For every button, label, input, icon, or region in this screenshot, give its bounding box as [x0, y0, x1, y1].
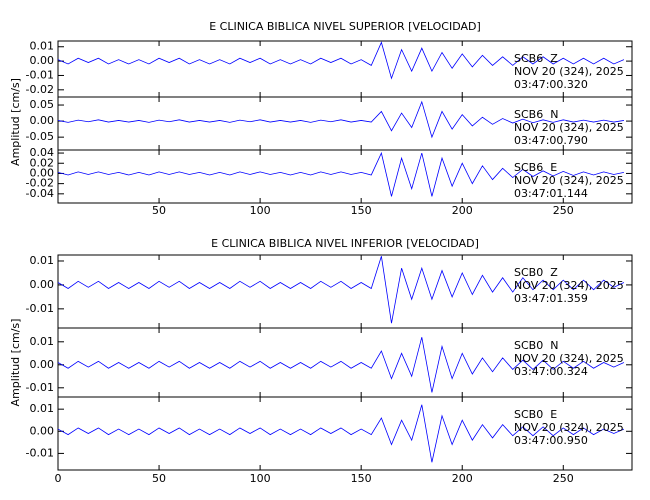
chart-title: E CLINICA BIBLICA NIVEL INFERIOR [VELOCI… [211, 237, 479, 250]
trace-label: 03:47:00.324 [514, 365, 588, 378]
trace-label: SCB0 Z [514, 266, 558, 279]
y-tick-label: -0.01 [26, 302, 54, 315]
trace-label: SCB6 Z [514, 52, 558, 65]
y-tick-label: 0.00 [30, 424, 55, 437]
y-axis-label: Amplitud [cm/s] [9, 78, 22, 166]
waveform [57, 256, 625, 324]
trace-label: NOV 20 (324), 2025 [514, 352, 624, 365]
trace-label: NOV 20 (324), 2025 [514, 121, 624, 134]
x-tick-label: 50 [152, 472, 166, 485]
y-tick-label: 0.01 [30, 402, 55, 415]
x-tick-label: 200 [452, 472, 473, 485]
y-tick-label: 0.04 [30, 146, 55, 159]
y-tick-label: -0.01 [26, 446, 54, 459]
x-tick-label: 150 [351, 204, 372, 217]
trace-label: SCB6 E [514, 161, 557, 174]
y-tick-label: 0.01 [30, 254, 55, 267]
y-tick-label: 0.01 [30, 40, 55, 53]
y-tick-label: -0.02 [26, 177, 54, 190]
y-tick-label: 0.00 [30, 54, 55, 67]
y-axis-label: Amplitud [cm/s] [9, 319, 22, 407]
trace-label: SCB6 N [514, 108, 558, 121]
y-tick-label: -0.01 [26, 381, 54, 394]
chart-title: E CLINICA BIBLICA NIVEL SUPERIOR [VELOCI… [209, 20, 481, 33]
trace-label: 03:47:00.950 [514, 434, 588, 447]
y-tick-label: -0.02 [26, 83, 54, 96]
x-tick-label: 100 [250, 204, 271, 217]
trace-label: 03:47:00.320 [514, 78, 588, 91]
panel-frame [57, 396, 633, 471]
waveform [57, 41, 625, 80]
trace-label: NOV 20 (324), 2025 [514, 279, 624, 292]
waveform [57, 100, 624, 139]
y-tick-label: 0.00 [30, 166, 55, 179]
panel-frame [57, 149, 633, 204]
x-tick-label: 0 [55, 472, 62, 485]
trace-label: NOV 20 (324), 2025 [514, 421, 624, 434]
trace-label: SCB0 N [514, 339, 558, 352]
y-tick-label: 0.00 [30, 358, 55, 371]
x-tick-label: 50 [152, 204, 166, 217]
waveform [57, 404, 625, 463]
trace-label: 03:47:01.144 [514, 187, 588, 200]
y-tick-label: -0.01 [26, 68, 54, 81]
trace-label: NOV 20 (324), 2025 [514, 174, 624, 187]
y-tick-label: 0.05 [30, 98, 55, 111]
y-tick-label: 0.00 [30, 278, 55, 291]
trace-label: SCB0 E [514, 408, 557, 421]
trace-label: NOV 20 (324), 2025 [514, 65, 624, 78]
x-tick-label: 150 [351, 472, 372, 485]
y-tick-label: -0.05 [26, 130, 54, 143]
x-tick-label: 250 [553, 204, 574, 217]
y-tick-label: 0.00 [30, 114, 55, 127]
waveform [57, 151, 624, 197]
x-tick-label: 100 [250, 472, 271, 485]
trace-label: 03:47:00.790 [514, 134, 588, 147]
x-tick-label: 250 [553, 472, 574, 485]
x-tick-label: 200 [452, 204, 473, 217]
trace-label: 03:47:01.359 [514, 292, 588, 305]
y-tick-label: 0.01 [30, 335, 55, 348]
waveform [57, 337, 625, 393]
y-tick-label: 0.02 [30, 156, 55, 169]
y-tick-label: -0.04 [26, 187, 54, 200]
